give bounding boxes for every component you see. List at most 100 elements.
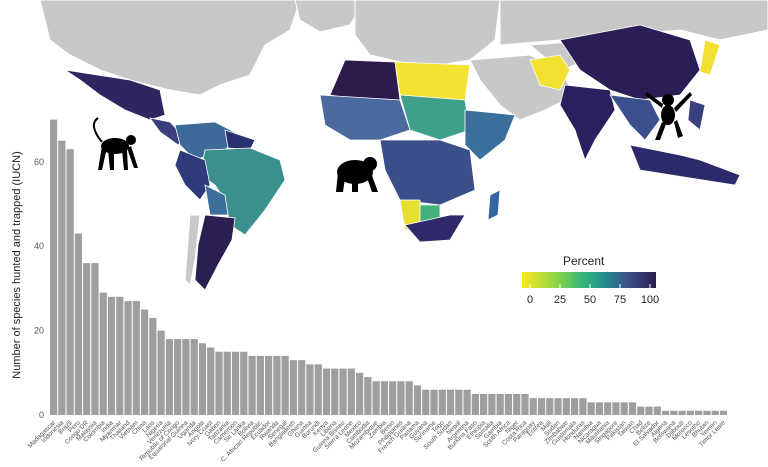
legend-colorbar xyxy=(522,272,656,288)
bar xyxy=(215,351,223,415)
bar xyxy=(182,339,190,415)
bar xyxy=(281,355,289,415)
map-bolivia xyxy=(204,184,229,216)
bar xyxy=(628,402,637,415)
map-west-africa xyxy=(319,94,411,141)
map-horn-of-africa xyxy=(464,109,516,161)
gibbon-silhouette-icon xyxy=(645,92,692,140)
bar xyxy=(198,343,207,415)
map-pakistan-afghanistan xyxy=(529,54,571,91)
map-peru xyxy=(174,149,211,201)
bar xyxy=(165,339,173,415)
bar xyxy=(74,233,83,415)
legend-tick-label: 50 xyxy=(584,294,596,306)
y-tick-label: 40 xyxy=(34,241,44,251)
bar xyxy=(190,339,198,415)
bar xyxy=(256,355,264,415)
map-central-africa xyxy=(379,139,476,206)
bar xyxy=(207,347,215,415)
map-guianas xyxy=(224,129,256,151)
bar xyxy=(322,368,331,415)
bar xyxy=(405,381,413,415)
map-chad-sudan xyxy=(399,94,471,141)
bar xyxy=(149,317,157,415)
bar xyxy=(331,368,339,415)
bar xyxy=(480,393,488,415)
map-russia xyxy=(499,0,768,46)
y-axis-label: Number of species hunted and trapped (IU… xyxy=(11,151,23,378)
bar xyxy=(223,351,231,415)
legend: Percent 0 25 50 75 100 xyxy=(522,254,659,306)
bar xyxy=(58,140,66,415)
bar xyxy=(521,393,529,415)
y-tick-label: 60 xyxy=(34,157,44,167)
bar xyxy=(50,119,58,415)
map-chile xyxy=(184,214,201,287)
bar xyxy=(306,364,314,415)
bar xyxy=(438,389,446,415)
bars xyxy=(50,119,728,415)
bar xyxy=(339,368,347,415)
bar xyxy=(422,389,430,415)
map-philippines xyxy=(687,99,706,131)
legend-tick-label: 100 xyxy=(641,294,659,306)
bar xyxy=(107,296,116,415)
bar xyxy=(273,355,281,415)
map-japan xyxy=(699,39,721,76)
bar xyxy=(355,372,364,415)
bar xyxy=(380,381,388,415)
bar xyxy=(686,410,694,415)
map-argentina xyxy=(194,214,236,291)
bar xyxy=(91,263,99,415)
bar xyxy=(571,398,579,415)
bar xyxy=(670,410,678,415)
y-axis: 0 20 40 60 xyxy=(34,157,44,420)
bar xyxy=(562,398,570,415)
bar xyxy=(612,402,620,415)
bar xyxy=(719,410,728,415)
bar xyxy=(413,385,422,415)
bar xyxy=(66,149,74,415)
bar xyxy=(645,406,653,415)
legend-tick-label: 25 xyxy=(554,294,566,306)
legend-tick-label: 75 xyxy=(614,294,626,306)
monkey-silhouette-icon xyxy=(92,117,138,170)
bar xyxy=(488,393,496,415)
bar xyxy=(695,410,703,415)
bar xyxy=(546,398,554,415)
bar xyxy=(471,393,479,415)
bar xyxy=(620,402,628,415)
gorilla-silhouette-icon xyxy=(336,157,378,192)
bar xyxy=(265,355,273,415)
bar xyxy=(703,410,711,415)
map-north-africa-west xyxy=(329,59,401,101)
map-greenland xyxy=(294,0,366,33)
bar xyxy=(248,355,256,415)
bar xyxy=(604,402,612,415)
bar xyxy=(661,410,670,415)
legend-tick-label: 0 xyxy=(527,294,533,306)
bar xyxy=(554,398,562,415)
bar xyxy=(653,406,661,415)
world-map xyxy=(39,0,768,291)
y-tick-label: 0 xyxy=(39,410,44,420)
bar xyxy=(347,368,355,415)
bar xyxy=(637,406,645,415)
bar xyxy=(587,402,595,415)
bar xyxy=(124,301,132,415)
bar xyxy=(446,389,455,415)
bar xyxy=(529,398,537,415)
bar xyxy=(364,377,372,415)
bar xyxy=(298,360,306,415)
map-europe xyxy=(354,0,501,66)
bar xyxy=(537,398,546,415)
map-india xyxy=(559,84,616,162)
bar xyxy=(463,389,471,415)
bar xyxy=(678,410,686,415)
map-madagascar xyxy=(487,189,501,221)
bar xyxy=(140,309,149,415)
bar xyxy=(372,381,380,415)
bar xyxy=(240,351,248,415)
bar xyxy=(430,389,438,415)
